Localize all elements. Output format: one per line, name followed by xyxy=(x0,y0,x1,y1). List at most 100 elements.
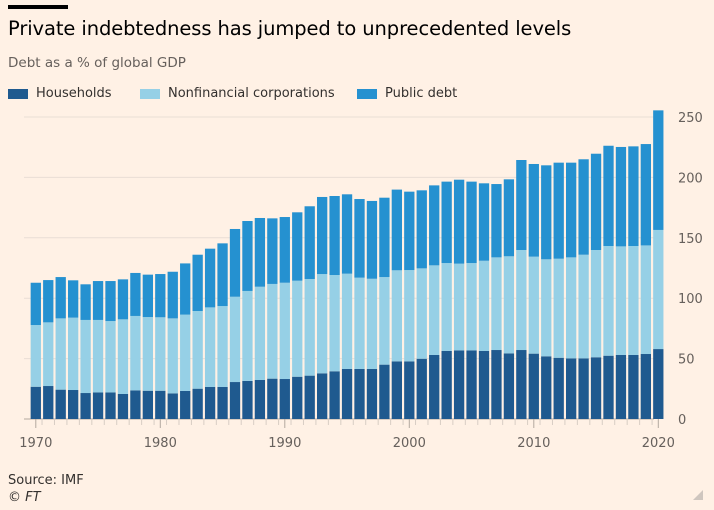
bar-households-1992 xyxy=(304,375,315,419)
bar-households-2008 xyxy=(503,353,515,419)
bar-nonfinancial-corporations-1997 xyxy=(366,278,378,369)
bar-households-2019 xyxy=(640,354,651,419)
bar-public-debt-1989 xyxy=(267,218,278,284)
bar-public-debt-1982 xyxy=(180,263,191,315)
bar-nonfinancial-corporations-1983 xyxy=(192,311,203,389)
bars xyxy=(30,110,664,419)
bar-nonfinancial-corporations-2011 xyxy=(541,259,552,357)
bar-households-1995 xyxy=(341,368,353,419)
bar-households-2000 xyxy=(404,361,415,419)
legend-item-households: Households xyxy=(8,86,112,101)
bar-nonfinancial-corporations-1995 xyxy=(341,273,353,369)
bar-public-debt-2003 xyxy=(441,181,452,264)
x-tick-label: 1990 xyxy=(268,436,301,451)
bar-households-2010 xyxy=(528,353,539,419)
x-tick-label: 1970 xyxy=(19,436,52,451)
bar-public-debt-1970 xyxy=(30,282,41,326)
bar-public-debt-1977 xyxy=(117,279,129,320)
bar-households-2013 xyxy=(566,358,577,419)
x-tick-label: 2020 xyxy=(642,436,675,451)
bar-nonfinancial-corporations-1987 xyxy=(242,290,253,381)
bar-nonfinancial-corporations-2002 xyxy=(429,265,440,355)
bar-households-2014 xyxy=(578,358,589,419)
x-tick-label: 2010 xyxy=(517,436,550,451)
x-tick-label: 2000 xyxy=(393,436,426,451)
bar-households-1986 xyxy=(229,382,241,419)
bar-public-debt-1975 xyxy=(92,281,104,320)
legend-swatch-households xyxy=(8,88,28,99)
bar-households-1983 xyxy=(192,388,203,419)
bar-nonfinancial-corporations-1982 xyxy=(180,314,191,391)
bar-households-1991 xyxy=(292,376,303,419)
bar-nonfinancial-corporations-2014 xyxy=(578,254,589,359)
legend-item-public-debt: Public debt xyxy=(357,86,457,101)
title-accent-rule xyxy=(8,5,68,9)
bar-nonfinancial-corporations-1984 xyxy=(204,307,216,387)
bar-nonfinancial-corporations-2016 xyxy=(603,246,614,356)
y-tick-label: 100 xyxy=(678,292,703,307)
bar-public-debt-1984 xyxy=(204,248,216,308)
bar-households-1976 xyxy=(105,392,116,419)
chart-title: Private indebtedness has jumped to unpre… xyxy=(8,17,572,40)
bar-nonfinancial-corporations-2001 xyxy=(416,268,427,359)
resize-grip-icon[interactable] xyxy=(693,490,703,500)
bar-households-1998 xyxy=(379,364,390,419)
bar-nonfinancial-corporations-1996 xyxy=(354,277,365,369)
bar-public-debt-2002 xyxy=(429,185,440,266)
bar-nonfinancial-corporations-2008 xyxy=(503,256,515,354)
bar-households-1970 xyxy=(30,386,41,419)
bar-public-debt-1994 xyxy=(329,196,340,276)
bar-nonfinancial-corporations-1994 xyxy=(329,275,340,372)
bar-households-1997 xyxy=(366,368,378,419)
legend-label-corporations: Nonfinancial corporations xyxy=(168,86,335,101)
bar-public-debt-1981 xyxy=(167,271,178,319)
bar-nonfinancial-corporations-1978 xyxy=(130,315,141,391)
bar-nonfinancial-corporations-2010 xyxy=(528,256,539,354)
bar-households-1990 xyxy=(279,379,290,419)
bar-nonfinancial-corporations-1974 xyxy=(80,319,91,394)
bar-households-1988 xyxy=(254,379,266,419)
y-tick-label: 0 xyxy=(678,413,686,428)
bar-nonfinancial-corporations-1976 xyxy=(105,321,116,393)
bar-nonfinancial-corporations-2000 xyxy=(404,270,415,362)
bar-nonfinancial-corporations-1971 xyxy=(43,322,54,387)
bar-households-1979 xyxy=(142,390,153,419)
bar-public-debt-1974 xyxy=(80,284,91,320)
bar-public-debt-1976 xyxy=(105,281,116,322)
bar-nonfinancial-corporations-1980 xyxy=(155,317,166,391)
bar-public-debt-2001 xyxy=(416,190,427,269)
bar-households-1987 xyxy=(242,380,253,419)
bar-households-1989 xyxy=(267,378,278,419)
bar-households-2004 xyxy=(453,350,465,419)
bar-households-2015 xyxy=(590,357,602,419)
y-tick-label: 200 xyxy=(678,171,703,186)
bar-public-debt-1996 xyxy=(354,199,365,278)
bar-households-2012 xyxy=(553,357,564,419)
bar-nonfinancial-corporations-1988 xyxy=(254,286,266,380)
bar-public-debt-1971 xyxy=(43,280,54,323)
bar-households-2020 xyxy=(653,349,664,419)
bar-nonfinancial-corporations-1972 xyxy=(55,318,66,390)
bar-households-2009 xyxy=(516,350,527,419)
bar-nonfinancial-corporations-2004 xyxy=(453,263,465,351)
bar-public-debt-2015 xyxy=(590,153,602,251)
bar-households-2017 xyxy=(615,354,627,419)
bar-nonfinancial-corporations-1977 xyxy=(117,319,129,394)
bar-public-debt-1980 xyxy=(155,274,166,318)
bar-public-debt-1992 xyxy=(304,206,315,279)
bar-households-1974 xyxy=(80,393,91,419)
bar-public-debt-2019 xyxy=(640,144,651,246)
bar-nonfinancial-corporations-2015 xyxy=(590,250,602,358)
bar-nonfinancial-corporations-1981 xyxy=(167,318,178,394)
bar-public-debt-1990 xyxy=(279,217,290,283)
bar-households-2005 xyxy=(466,350,477,419)
bar-nonfinancial-corporations-2017 xyxy=(615,246,627,355)
legend-label-households: Households xyxy=(36,86,112,101)
bar-public-debt-2012 xyxy=(553,162,564,259)
bar-households-2007 xyxy=(491,350,502,419)
bar-households-1972 xyxy=(55,389,66,419)
bar-nonfinancial-corporations-1993 xyxy=(317,274,328,374)
bar-households-1993 xyxy=(317,373,328,419)
bar-households-2018 xyxy=(628,354,639,419)
bar-public-debt-1988 xyxy=(254,217,266,287)
